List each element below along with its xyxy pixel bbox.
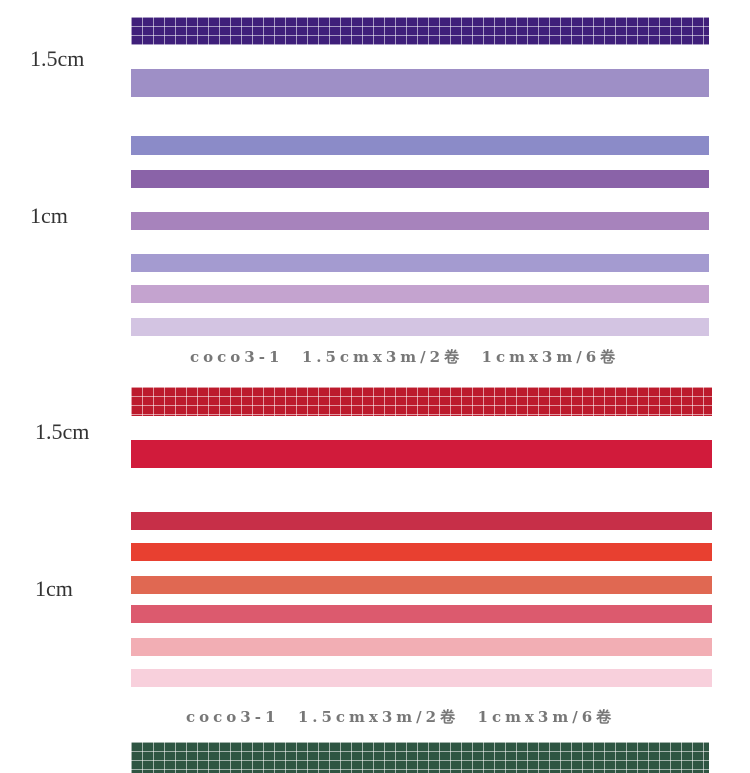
- tape-strip: [131, 254, 709, 272]
- tape-strip: [131, 669, 712, 687]
- width-label: 1cm: [30, 203, 68, 228]
- tape-strip: [131, 638, 712, 656]
- product-caption: coco3-1 1.5cmx3m/2卷 1cmx3m/6卷: [190, 348, 620, 366]
- width-label: 1.5cm: [30, 46, 85, 71]
- product-caption: coco3-1 1.5cmx3m/2卷 1cmx3m/6卷: [186, 708, 616, 726]
- tape-strip: [131, 543, 712, 561]
- tape-strip: [131, 136, 709, 155]
- width-label: 1.5cm: [35, 419, 90, 444]
- grid-tape-strip: [131, 17, 709, 45]
- tape-strip: [131, 440, 712, 468]
- width-label: 1cm: [35, 576, 73, 601]
- tape-strip: [131, 69, 709, 97]
- tape-strip: [131, 285, 709, 303]
- tape-strip: [131, 170, 709, 188]
- tape-strip: [131, 318, 709, 336]
- tape-strip: [131, 212, 709, 230]
- tape-strip: [131, 605, 712, 623]
- tape-strip: [131, 512, 712, 530]
- tape-strip: [131, 576, 712, 594]
- grid-tape-strip: [131, 387, 712, 416]
- grid-tape-strip: [131, 742, 709, 773]
